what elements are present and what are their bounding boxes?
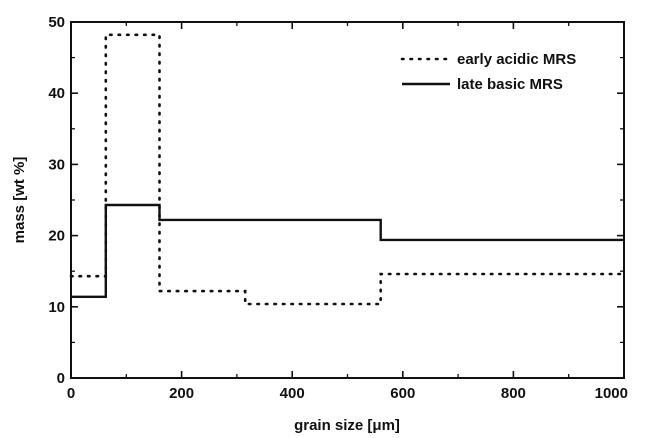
x-tick-label: 0 (67, 385, 75, 402)
legend: early acidic MRS late basic MRS (400, 51, 576, 93)
y-axis-label: mass [wt %] (11, 157, 28, 244)
series-line-early-acidic-mrs (69, 33, 626, 306)
x-tick-label: 1000 (595, 385, 628, 402)
y-tick-label: 20 (48, 228, 65, 245)
x-tick-label: 600 (390, 385, 415, 402)
tick-labels: 0 200 400 600 800 1000 0 10 20 30 40 50 (48, 14, 628, 402)
y-tick-label: 50 (48, 14, 65, 31)
x-tick-label: 400 (280, 385, 305, 402)
x-axis-label: grain size [μm] (294, 417, 400, 434)
y-tick-label: 30 (48, 156, 65, 173)
series-layer (69, 33, 626, 306)
axis-ticks (70, 21, 625, 379)
y-tick-label: 40 (48, 85, 65, 102)
y-tick-label: 10 (48, 299, 65, 316)
x-tick-label: 800 (501, 385, 526, 402)
legend-label-early-acidic-mrs: early acidic MRS (457, 51, 576, 68)
series-line-late-basic-mrs (71, 203, 624, 298)
x-tick-label: 200 (169, 385, 194, 402)
legend-label-late-basic-mrs: late basic MRS (457, 76, 563, 93)
y-tick-label: 0 (57, 370, 65, 387)
